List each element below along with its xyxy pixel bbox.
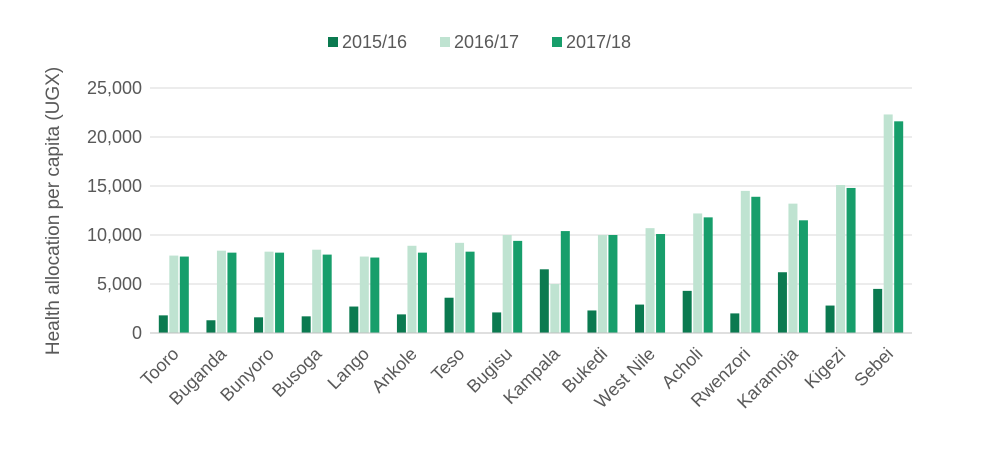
bar-2016-17 <box>312 249 322 333</box>
legend-label: 2015/16 <box>342 32 407 52</box>
bar-2017-18 <box>798 220 808 333</box>
bar-2016-17 <box>216 250 226 333</box>
bar-2015-16 <box>396 314 406 333</box>
bar-2017-18 <box>513 240 523 333</box>
y-tick-label: 20,000 <box>87 127 142 147</box>
bar-2016-17 <box>597 235 607 333</box>
bar-2017-18 <box>703 217 713 333</box>
x-tick-label: Bunyoro <box>216 344 278 406</box>
bar-2015-16 <box>206 320 216 333</box>
bar-2016-17 <box>883 114 893 334</box>
x-tick-label: Ankole <box>368 344 421 397</box>
y-tick-label: 10,000 <box>87 225 142 245</box>
legend-swatch <box>440 37 450 47</box>
bar-2017-18 <box>894 121 904 333</box>
bar-2017-18 <box>275 252 285 333</box>
x-tick-label: Sebei <box>850 344 897 391</box>
bar-2017-18 <box>227 252 237 333</box>
bar-2016-17 <box>550 284 560 333</box>
bar-2015-16 <box>825 305 835 333</box>
bar-2016-17 <box>740 190 750 333</box>
bar-2015-16 <box>873 288 883 333</box>
y-axis-label: Health allocation per capita (UGX) <box>43 67 64 355</box>
legend: 2015/16 2016/17 2017/18 <box>328 32 631 52</box>
bar-2016-17 <box>359 256 369 333</box>
bar-2017-18 <box>465 251 475 333</box>
bar-2017-18 <box>751 196 761 333</box>
bar-2016-17 <box>502 235 512 333</box>
bar-2015-16 <box>587 310 597 333</box>
bar-2016-17 <box>788 203 798 333</box>
y-tick-label: 25,000 <box>87 78 142 98</box>
bar-2017-18 <box>417 252 427 333</box>
bars <box>158 114 904 334</box>
bar-2015-16 <box>254 317 264 333</box>
y-tick-label: 15,000 <box>87 176 142 196</box>
bar-2016-17 <box>455 242 465 333</box>
legend-swatch <box>552 37 562 47</box>
bar-2016-17 <box>836 185 846 333</box>
bar-2016-17 <box>264 251 274 333</box>
bar-2016-17 <box>693 213 703 333</box>
bar-2015-16 <box>682 290 692 333</box>
bar-2015-16 <box>492 312 502 333</box>
y-tick-label: 5,000 <box>97 274 142 294</box>
bar-2017-18 <box>656 234 666 333</box>
bar-2016-17 <box>645 228 655 333</box>
bar-2016-17 <box>407 245 417 333</box>
x-tick-label: Lango <box>324 344 374 394</box>
bar-2015-16 <box>158 315 168 333</box>
bar-2017-18 <box>560 231 570 333</box>
bar-2015-16 <box>539 269 549 333</box>
bar-2017-18 <box>846 187 856 333</box>
bar-2016-17 <box>169 255 179 333</box>
x-tick-label: Teso <box>427 344 468 385</box>
x-tick-label: Kigezi <box>801 344 850 393</box>
bar-2015-16 <box>730 313 740 333</box>
legend-swatch <box>328 37 338 47</box>
y-tick-label: 0 <box>132 323 142 343</box>
bar-2017-18 <box>608 235 618 333</box>
bar-2017-18 <box>179 256 189 333</box>
legend-label: 2016/17 <box>454 32 519 52</box>
bar-2015-16 <box>777 272 787 333</box>
bar-2015-16 <box>444 297 454 333</box>
bar-2017-18 <box>370 257 380 333</box>
x-tick-label: Busoga <box>268 343 326 401</box>
bar-2015-16 <box>635 304 645 333</box>
axes: 05,00010,00015,00020,00025,000TooroBugan… <box>87 78 912 412</box>
bar-2015-16 <box>301 316 311 333</box>
gridlines <box>150 87 912 285</box>
bar-2017-18 <box>322 254 332 333</box>
bar-2015-16 <box>349 306 359 333</box>
legend-label: 2017/18 <box>566 32 631 52</box>
